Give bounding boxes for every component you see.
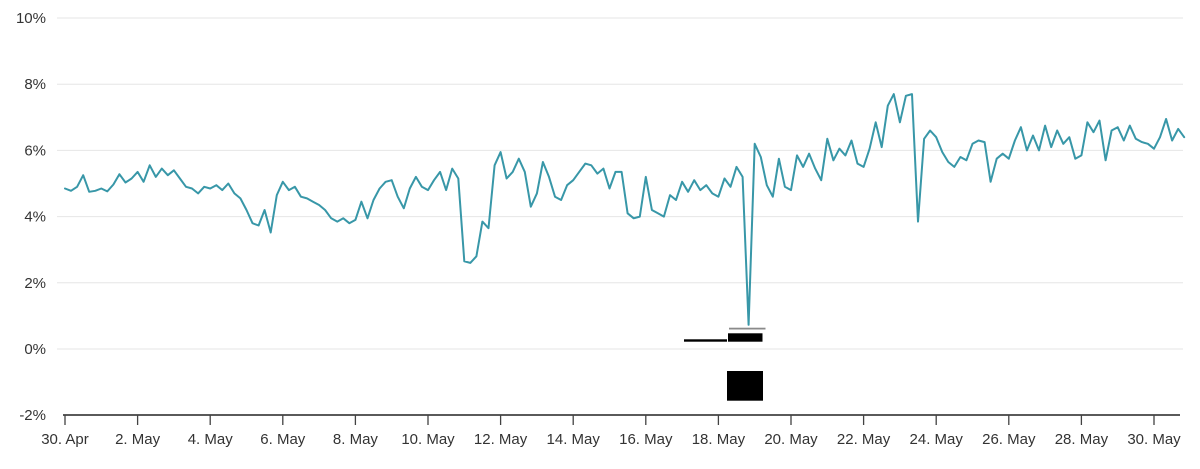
redacted-label-line bbox=[684, 339, 727, 342]
series-line[interactable] bbox=[64, 93, 1186, 326]
y-axis-label: 6% bbox=[24, 142, 46, 159]
x-axis-label: 12. May bbox=[474, 431, 528, 448]
y-axis-label: 2% bbox=[24, 275, 46, 292]
y-axis-label: 8% bbox=[24, 76, 46, 93]
x-axis-label: 2. May bbox=[115, 431, 161, 448]
x-axis-label: 30. May bbox=[1127, 431, 1181, 448]
redacted-bar bbox=[728, 333, 763, 342]
x-axis-label: 24. May bbox=[910, 431, 964, 448]
x-axis-label: 20. May bbox=[764, 431, 818, 448]
y-axis-label: 10% bbox=[16, 10, 46, 27]
x-axis-label: 18. May bbox=[692, 431, 746, 448]
x-axis-label: 22. May bbox=[837, 431, 891, 448]
y-axis-label: 4% bbox=[24, 209, 46, 226]
x-axis-label: 26. May bbox=[982, 431, 1036, 448]
x-axis-label: 30. Apr bbox=[41, 431, 89, 448]
redacted-box bbox=[727, 371, 763, 401]
y-axis-label: -2% bbox=[19, 407, 46, 424]
y-axis-label: 0% bbox=[24, 341, 46, 358]
x-axis-label: 4. May bbox=[188, 431, 234, 448]
x-axis-label: 6. May bbox=[260, 431, 306, 448]
redacted-underline bbox=[729, 327, 766, 330]
x-axis-label: 16. May bbox=[619, 431, 673, 448]
x-axis-label: 28. May bbox=[1055, 431, 1109, 448]
x-axis-label: 14. May bbox=[547, 431, 601, 448]
x-axis-label: 8. May bbox=[333, 431, 379, 448]
x-axis-label: 10. May bbox=[401, 431, 455, 448]
